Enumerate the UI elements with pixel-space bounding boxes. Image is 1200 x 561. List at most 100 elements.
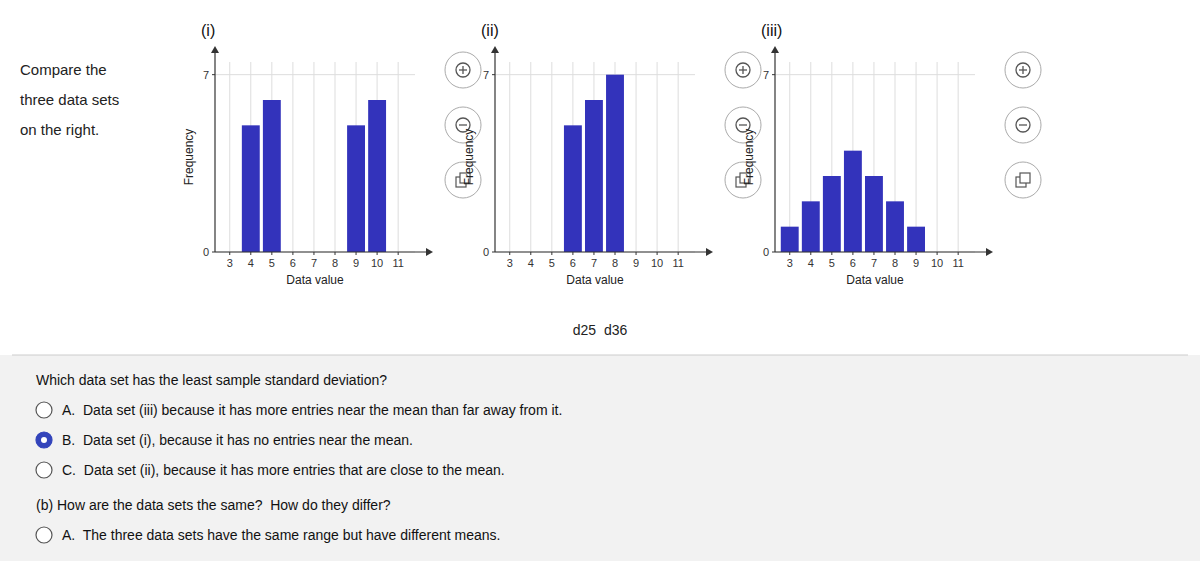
icon-glyph [459, 124, 467, 125]
radio-button[interactable] [36, 432, 52, 448]
x-tick-label: 3 [227, 257, 233, 269]
radio-button[interactable] [36, 462, 52, 478]
zoom-in-icon[interactable] [1005, 52, 1041, 88]
icon-circle[interactable] [725, 52, 761, 88]
radio-button[interactable] [36, 527, 52, 543]
x-tick-label: 3 [507, 257, 513, 269]
option-text[interactable]: A. Data set (iii) because it has more en… [62, 402, 562, 418]
zoom-out-icon[interactable] [1005, 107, 1041, 143]
y-axis-label: Frequency [462, 129, 476, 186]
x-tick [958, 252, 959, 255]
y-tick [212, 74, 215, 75]
option[interactable]: C. Data set (ii), because it has more en… [36, 462, 505, 478]
chart: (i)3456789101107Data valueFrequency [182, 22, 481, 287]
icon-glyph [742, 66, 743, 74]
icon-circle[interactable] [1005, 107, 1041, 143]
x-tick [789, 252, 790, 255]
bar [823, 176, 841, 252]
y-tick [492, 252, 495, 253]
x-axis [775, 251, 987, 252]
x-axis-label: Data value [286, 273, 344, 287]
x-tick [271, 252, 272, 255]
zoom-in-icon[interactable] [725, 52, 761, 88]
grid-line [215, 74, 415, 75]
icon-circle[interactable] [445, 52, 481, 88]
y-axis-label: Frequency [182, 129, 196, 186]
icon-glyph [736, 63, 750, 77]
x-tick-label: 9 [353, 257, 359, 269]
icon-glyph [1022, 66, 1023, 74]
y-tick-label: 0 [483, 246, 489, 258]
option-text[interactable]: C. Data set (ii), because it has more en… [62, 462, 505, 478]
y-axis [494, 52, 495, 252]
grid-line [509, 62, 510, 252]
option-text[interactable]: A. The three data sets have the same ran… [62, 527, 500, 543]
icon-circle[interactable] [1005, 162, 1041, 198]
option[interactable]: A. Data set (iii) because it has more en… [36, 402, 562, 418]
chart-title: (i) [201, 22, 215, 39]
intro-text: three data sets [20, 91, 119, 108]
x-tick [551, 252, 552, 255]
x-tick [530, 252, 531, 255]
icon-glyph [1016, 118, 1030, 132]
x-tick [831, 252, 832, 255]
grid-line [335, 62, 336, 252]
grid-line [398, 62, 399, 252]
grid-line [789, 62, 790, 252]
x-axis [495, 251, 707, 252]
x-tick-label: 7 [311, 257, 317, 269]
grid-line [678, 62, 679, 252]
radio-button[interactable] [36, 402, 52, 418]
y-tick [772, 252, 775, 253]
icon-glyph [1016, 63, 1030, 77]
bars [781, 151, 925, 252]
bar [844, 151, 862, 252]
y-tick-label: 7 [763, 69, 769, 81]
x-tick [615, 252, 616, 255]
grid-line [937, 62, 938, 252]
bar [606, 75, 624, 252]
radio-dot [41, 437, 47, 443]
x-axis-arrow [706, 248, 713, 256]
x-tick [678, 252, 679, 255]
intro-text: Compare the [20, 61, 107, 78]
option[interactable]: A. The three data sets have the same ran… [36, 527, 500, 543]
x-tick-label: 10 [371, 257, 383, 269]
option-text[interactable]: B. Data set (i), because it has no entri… [62, 432, 413, 448]
grid-line [775, 74, 975, 75]
zoom-in-icon[interactable] [445, 52, 481, 88]
x-tick-label: 10 [931, 257, 943, 269]
x-tick [937, 252, 938, 255]
page: Compare thethree data setson the right.(… [0, 0, 1200, 561]
x-axis-arrow [426, 248, 433, 256]
x-axis-label: Data value [846, 273, 904, 287]
y-axis [214, 52, 215, 252]
bars [564, 75, 624, 252]
icon-glyph [462, 66, 463, 74]
chart: (iii)3456789101107Data valueFrequency [742, 22, 1041, 287]
x-tick-label: 11 [952, 257, 963, 269]
x-tick [852, 252, 853, 255]
caption: d25 d36 [573, 322, 628, 338]
option[interactable]: B. Data set (i), because it has no entri… [36, 432, 413, 448]
separator [12, 355, 1188, 356]
x-tick-label: 6 [850, 257, 856, 269]
grid-line [495, 74, 695, 75]
x-axis [215, 251, 427, 252]
x-tick [313, 252, 314, 255]
bar [368, 100, 386, 252]
grid-line [916, 62, 917, 252]
x-tick [916, 252, 917, 255]
open-icon[interactable] [1005, 162, 1041, 198]
icon-circle[interactable] [1005, 52, 1041, 88]
y-axis-arrow [211, 46, 219, 53]
x-tick [229, 252, 230, 255]
x-tick-label: 6 [290, 257, 296, 269]
x-tick [377, 252, 378, 255]
y-tick-label: 7 [483, 69, 489, 81]
y-tick-label: 0 [763, 246, 769, 258]
y-axis-label: Frequency [742, 129, 756, 186]
x-tick-label: 8 [612, 257, 618, 269]
y-tick [212, 252, 215, 253]
bar [347, 125, 365, 252]
